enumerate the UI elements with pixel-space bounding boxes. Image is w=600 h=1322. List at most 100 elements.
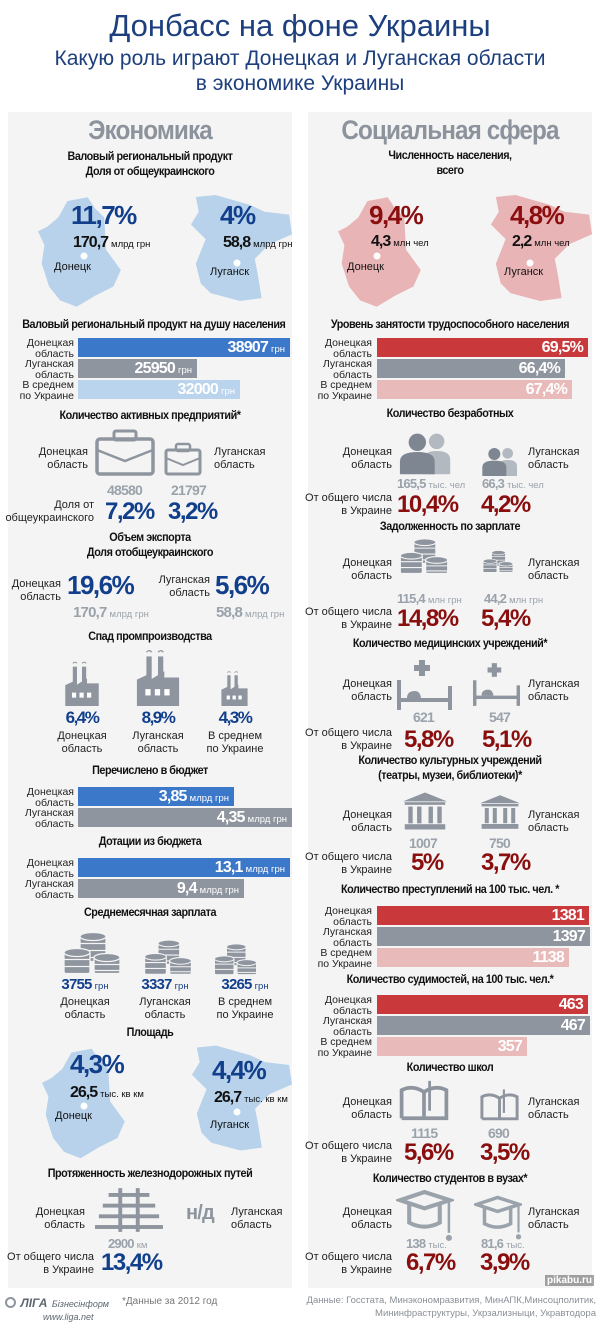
cultural-donetsk-share: 5%	[411, 849, 444, 876]
bar-donetsk: 3,85 млрд грн	[78, 787, 234, 806]
medical-title: Количество медицинских учреждений*	[352, 636, 548, 650]
arrears-lugansk-value: 44,2 млн грн	[484, 591, 544, 606]
enterprises-title: Количество активных предприятий*	[59, 408, 241, 422]
schools-lugansk-share: 3,5%	[480, 1139, 530, 1166]
arrears-donetsk-share: 14,8%	[397, 605, 459, 632]
cultural-title: Количество культурных учреждений (театры,…	[358, 753, 542, 782]
bar-ukraine: 357	[377, 1037, 527, 1056]
bar-donetsk: 13,1 млрд грн	[78, 858, 290, 877]
bar-lugansk: 25950 грн	[78, 359, 197, 378]
city-donetsk: Донецк	[55, 1110, 92, 1122]
unemployed-title: Количество безработных	[386, 406, 514, 420]
unemployed-donetsk-value: 165,5 тыс. чел	[397, 476, 466, 491]
share-total-label: От общего числа в Украине	[305, 727, 392, 752]
population-donetsk-share: 9,4%	[369, 200, 424, 230]
label-donetsk: Донецкая область	[324, 994, 372, 1017]
label-lugansk: Луганская область	[158, 574, 210, 599]
students-lugansk-value: 81,6 тыс.	[481, 1236, 525, 1251]
label-donetsk: Донецкая область	[342, 1206, 392, 1231]
schools-donetsk-value: 1115	[411, 1125, 438, 1141]
label-lugansk: Луганская область	[322, 926, 372, 949]
industrial-decline-title: Спад промпроизводства	[88, 629, 212, 643]
exports-title: Объем экспорта Доля отобщеукраинского	[86, 530, 214, 559]
students-donetsk-share: 6,7%	[406, 1249, 456, 1276]
label-lugansk: Луганская область	[24, 358, 74, 381]
bar-donetsk: 1381	[377, 906, 589, 925]
grp-donetsk-value: 170,7 млрд грн	[73, 234, 151, 251]
exports-lugansk-value: 58,8 млрд грн	[216, 604, 285, 621]
employment-title: Уровень занятости трудоспособного населе…	[330, 317, 570, 331]
share-total-label: От общего числа в Украине	[7, 1251, 94, 1276]
wage-arrears-title: Задолженность по зарплате	[379, 519, 521, 533]
students-donetsk-value: 138 тыс.	[406, 1236, 447, 1251]
label-donetsk: Донецкая область	[342, 809, 392, 834]
page-title: Донбасс на фоне Украины	[109, 8, 491, 43]
medical-lugansk-share: 5,1%	[482, 726, 532, 753]
arrears-donetsk-value: 115,4 млн грн	[397, 591, 462, 606]
label-lugansk: Луганская область	[24, 807, 74, 830]
schools-donetsk-share: 5,6%	[404, 1139, 454, 1166]
enterprises-lugansk-count: 21797	[171, 482, 207, 498]
label-donetsk: Донецкая область	[35, 1206, 85, 1231]
area-lugansk-value: 26,7 тыс. кв км	[214, 1089, 288, 1106]
section-heading-economy: Экономика	[88, 115, 213, 145]
bar-ukraine: 1138	[377, 948, 569, 967]
railways-donetsk-share: 13,4%	[101, 1249, 163, 1276]
label-ukraine: В среднем по Украине	[19, 379, 74, 402]
bar-ukraine: 32000 грн	[78, 380, 240, 399]
label-lugansk: Луганская область	[528, 557, 580, 582]
label-donetsk: Донецкая область	[57, 730, 107, 755]
label-lugansk: Луганская область	[528, 809, 580, 834]
city-donetsk: Донецк	[54, 261, 91, 273]
label-lugansk: Луганская область	[214, 446, 266, 471]
unemployed-lugansk-share: 4,2%	[481, 491, 531, 518]
label-lugansk: Луганская область	[231, 1206, 283, 1231]
convictions-title: Количество судимостей, на 100 тыс. чел.*	[346, 972, 554, 986]
share-total-label: От общего числа в Украине	[305, 1251, 392, 1276]
exports-donetsk-value: 170,7 млрд грн	[73, 604, 149, 621]
share-total-label: От общего числа в Украине	[305, 606, 392, 631]
label-donetsk: Донецкая область	[11, 578, 61, 603]
label-lugansk: Луганская область	[528, 678, 580, 703]
medical-lugansk-value: 547	[489, 709, 511, 725]
bar-donetsk: 38907 грн	[78, 338, 290, 357]
label-lugansk: Луганская область	[528, 1096, 580, 1121]
logo-icon	[5, 1297, 16, 1309]
label-lugansk: Луганская область	[528, 446, 580, 471]
enterprises-donetsk-count: 48580	[107, 482, 143, 498]
sources: Данные: Госстата, Минэкономразвития, Мин…	[306, 1295, 596, 1319]
label-lugansk: Луганская область	[322, 358, 372, 381]
label-donetsk: Донецкая область	[342, 678, 392, 703]
population-lugansk-share: 4,8%	[510, 200, 565, 230]
salary-lugansk: 3337 грн	[141, 976, 189, 993]
crimes-title: Количество преступлений на 100 тыс. чел.…	[340, 882, 560, 896]
cultural-lugansk-value: 750	[489, 835, 511, 851]
subtitle: Какую роль играют Донецкая и Луганская о…	[54, 47, 546, 70]
grp-lugansk-share: 4%	[220, 200, 256, 230]
exports-lugansk-share: 5,6%	[215, 570, 270, 600]
bar-lugansk: 9,4 млрд грн	[78, 879, 244, 898]
city-lugansk: Луганск	[210, 1119, 250, 1131]
area-lugansk-share: 4,4%	[212, 1055, 267, 1085]
unemployed-donetsk-share: 10,4%	[397, 491, 459, 518]
decline-lugansk: 8,9%	[141, 708, 176, 727]
medical-donetsk-value: 621	[413, 709, 435, 725]
city-lugansk: Луганск	[210, 266, 250, 278]
briefcase-small-icon	[164, 442, 202, 476]
label-ukraine: В среднем по Украине	[317, 1036, 372, 1059]
liga-logo[interactable]: ЛIГА Бізнесінформ www.liga.net	[5, 1294, 109, 1322]
grp-per-capita-title: Валовый региональный продукт на душу нас…	[22, 317, 286, 331]
city-donetsk: Донецк	[347, 261, 384, 273]
area-donetsk-share: 4,3%	[70, 1049, 125, 1079]
railways-title: Протяженность железнодорожных путей	[47, 1166, 253, 1180]
population-donetsk-value: 4,3 млн чел	[371, 233, 429, 250]
medical-donetsk-share: 5,8%	[404, 726, 454, 753]
enterprises-donetsk-share: 7,2%	[105, 498, 155, 525]
students-title: Количество студентов в вузах*	[372, 1171, 528, 1185]
bar-lugansk: 467	[377, 1016, 590, 1035]
avg-salary-title: Среднемесячная зарплата	[83, 905, 217, 919]
subtitle: в экономике Украины	[195, 72, 405, 95]
label-lugansk: Луганская область	[528, 1206, 580, 1231]
label-donetsk: Донецкая область	[342, 557, 392, 582]
label-ukraine: В среднем по Украине	[317, 379, 372, 402]
